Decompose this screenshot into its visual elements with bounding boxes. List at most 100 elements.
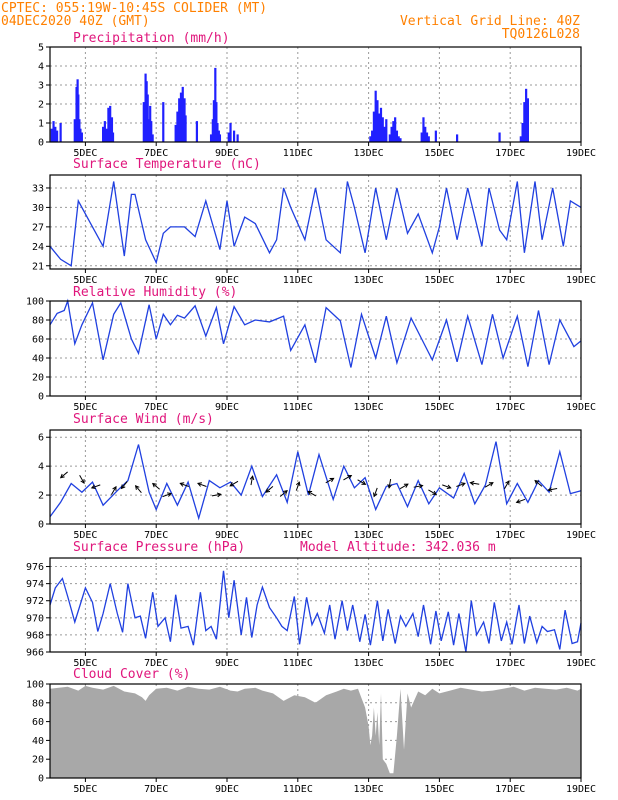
precipitation-bar [103, 121, 106, 142]
precipitation-bar [215, 102, 218, 142]
cloud-cover-ytick-label: 100 [26, 680, 44, 691]
cloud-cover-ytick-label: 0 [38, 774, 44, 785]
precipitation-bar [229, 123, 232, 142]
wind-arrow [413, 483, 424, 489]
cloud-cover-xtick-label: 7DEC [144, 784, 168, 795]
precipitation-bar [383, 126, 386, 142]
cloud-cover-xtick-label: 13DEC [354, 784, 384, 795]
wind-arrow-head [283, 490, 288, 495]
precipitation-bar [498, 132, 501, 142]
precipitation-bar [369, 136, 372, 142]
pressure-xtick-label: 7DEC [144, 658, 168, 669]
precipitation-bar [162, 102, 165, 142]
precipitation-bar [372, 111, 376, 142]
precipitation-bar [174, 124, 177, 142]
wind-arrow [90, 484, 101, 489]
cloud-cover-title: Cloud Cover (%) [73, 667, 190, 682]
wind-arrow-head [488, 482, 494, 487]
humidity-ytick-label: 40 [32, 354, 44, 365]
precipitation-bar [376, 100, 379, 142]
wind-arrow [152, 482, 160, 490]
cloud-cover-ytick-label: 60 [32, 717, 44, 728]
humidity-ytick-label: 20 [32, 373, 44, 384]
wind-arrow-shaft [442, 484, 451, 489]
humidity-xtick-label: 11DEC [283, 402, 313, 413]
precipitation-bar [176, 111, 179, 142]
pressure-ytick-label: 970 [26, 613, 44, 624]
pressure-title: Surface Pressure (hPa) [73, 540, 245, 555]
header-code: TQ0126L028 [502, 27, 580, 42]
precipitation-bar [371, 130, 374, 142]
precipitation-bar [456, 134, 459, 142]
precipitation-bar [381, 117, 384, 142]
precipitation-bar [111, 132, 115, 142]
wind-xtick-label: 11DEC [283, 530, 313, 541]
precipitation-bar [424, 126, 427, 142]
wind-arrow-shaft [548, 488, 558, 491]
wind-arrow-head [80, 479, 85, 485]
wind-arrow-head [265, 488, 271, 493]
temperature-xtick-label: 5DEC [73, 275, 97, 286]
wind-arrow-shaft [325, 477, 334, 484]
wind-arrow [343, 474, 353, 481]
precipitation-bar [420, 132, 423, 142]
precipitation-bar [236, 134, 239, 142]
precipitation-ytick-label: 4 [38, 62, 44, 73]
cloud-cover-panel: 0 20 40 60 80 100 5DEC 7DEC 9DEC 11DEC 13DEC 15DEC 1… [26, 667, 596, 795]
temperature-line [49, 181, 582, 267]
precipitation-bar [59, 123, 62, 142]
precipitation-xtick-label: 15DEC [424, 148, 454, 159]
wind-arrow [428, 489, 438, 495]
cloud-cover-xtick-label: 19DEC [566, 784, 596, 795]
precipitation-bar [397, 136, 400, 142]
humidity-xtick-label: 17DEC [495, 402, 525, 413]
humidity-ytick-label: 100 [26, 297, 44, 308]
wind-arrow [387, 478, 392, 489]
wind-arrow-head [90, 484, 96, 489]
wind-arrow-shaft [135, 485, 142, 494]
wind-arrow-head [197, 482, 202, 487]
precipitation-bar [227, 132, 230, 142]
pressure-frame [49, 557, 582, 653]
wind-arrow [162, 492, 172, 498]
precipitation-bar [374, 90, 377, 142]
wind-xtick-label: 5DEC [73, 530, 97, 541]
precipitation-bar [105, 128, 108, 142]
precipitation-ytick-label: 0 [38, 138, 44, 149]
wind-arrow-shaft [152, 483, 160, 490]
precipitation-bar [392, 121, 395, 142]
wind-arrow [307, 490, 317, 497]
pressure-ytick-label: 968 [26, 630, 44, 641]
wind-arrow-shaft [484, 482, 494, 488]
precipitation-bar [385, 119, 388, 142]
wind-arrow-head [179, 482, 185, 487]
wind-line [49, 441, 582, 521]
pressure-xtick-label: 15DEC [424, 658, 454, 669]
precipitation-bar [425, 132, 429, 142]
wind-title: Surface Wind (m/s) [73, 412, 214, 427]
temperature-ytick-label: 33 [32, 183, 44, 194]
temperature-xtick-label: 13DEC [354, 275, 384, 286]
temperature-xtick-label: 19DEC [566, 275, 596, 286]
precipitation-bar [142, 102, 145, 142]
wind-arrow [211, 492, 222, 498]
cloud-cover-xtick-label: 11DEC [283, 784, 313, 795]
wind-arrow-head [534, 479, 540, 485]
wind-arrow-shaft [197, 482, 207, 487]
wind-arrow [442, 484, 452, 489]
wind-arrow-head [329, 477, 335, 483]
pressure-ytick-label: 974 [26, 579, 44, 590]
wind-arrow [111, 485, 117, 495]
wind-arrow [120, 481, 128, 490]
pressure-ytick-label: 976 [26, 562, 44, 573]
cloud-cover-xtick-label: 15DEC [424, 784, 454, 795]
temperature-panel: 21 24 27 30 33 5DEC 7DEC 9DEC 11DEC 13DEC 15DEC 17D… [32, 157, 596, 286]
precipitation-bar [195, 121, 199, 142]
precipitation-bar [519, 136, 522, 142]
wind-arrow [373, 487, 378, 498]
precipitation-bar [218, 134, 222, 142]
wind-xtick-label: 13DEC [354, 530, 384, 541]
wind-xtick-label: 17DEC [495, 530, 525, 541]
wind-arrow-shaft [121, 481, 128, 489]
wind-arrow-head [249, 475, 255, 481]
